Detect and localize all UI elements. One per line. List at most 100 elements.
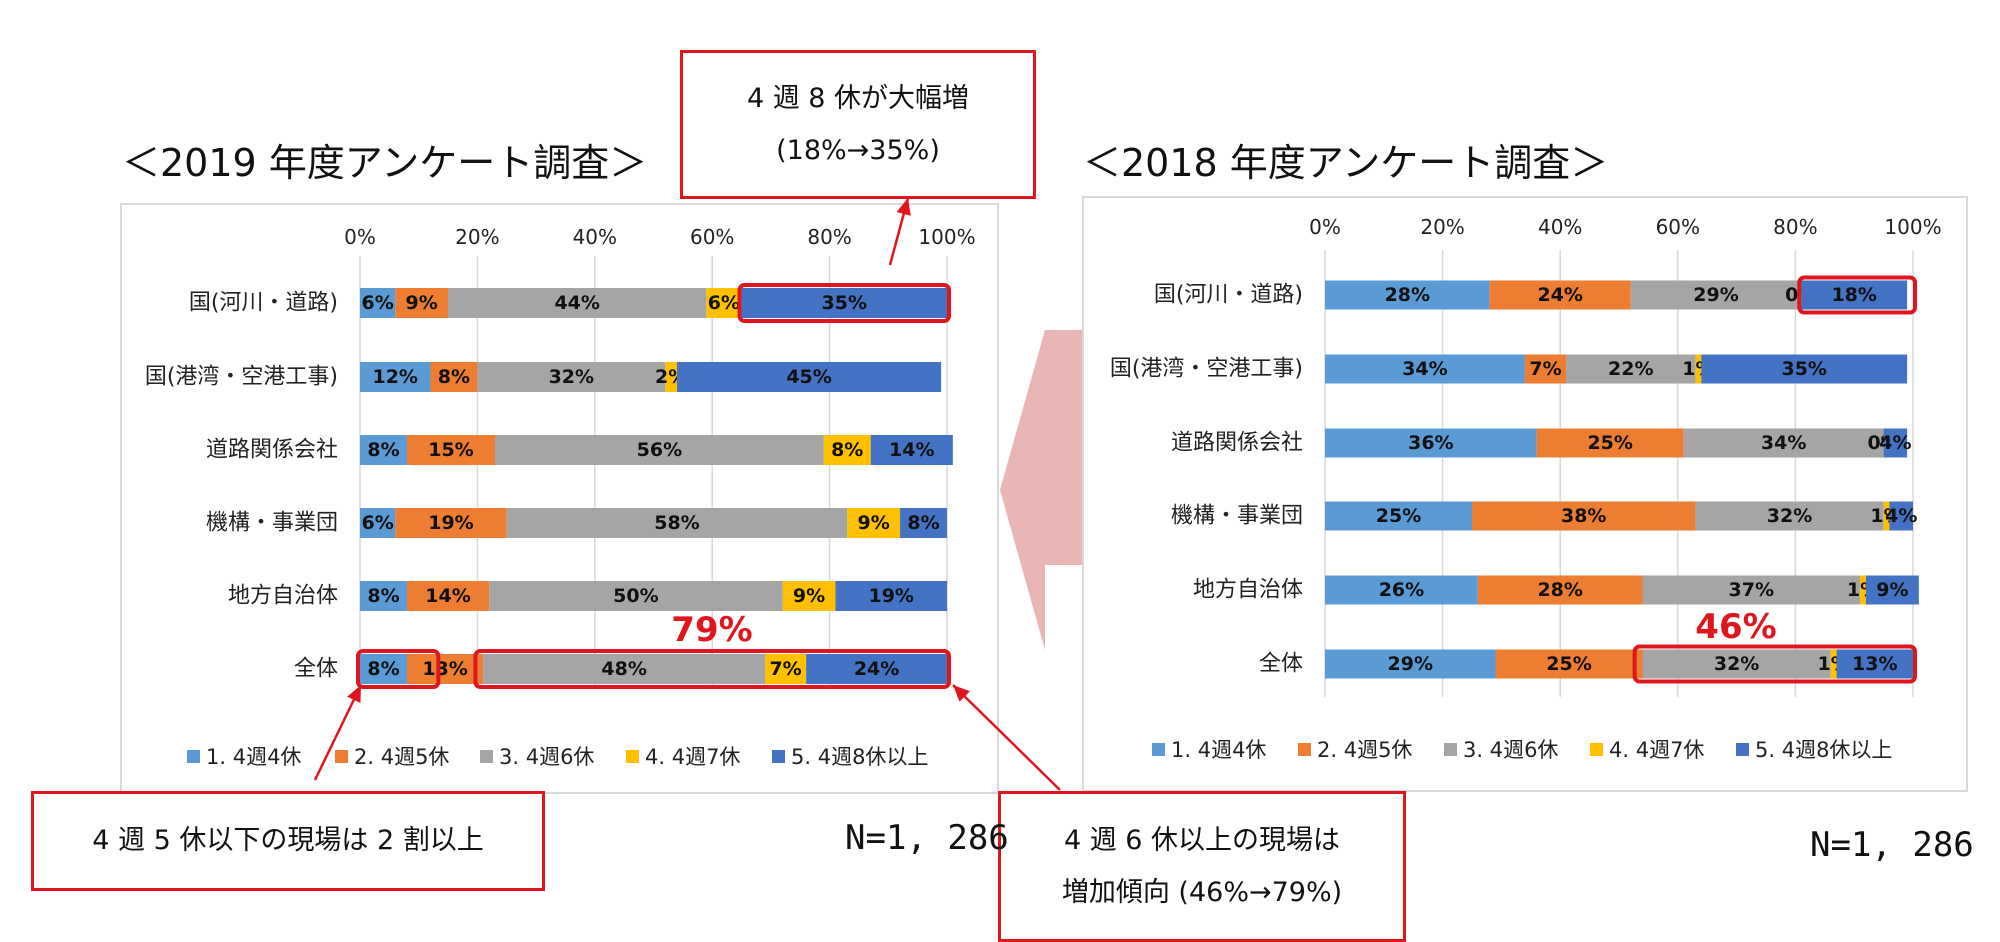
data-label: 45% [786, 366, 831, 388]
legend-swatch [1736, 743, 1749, 756]
bar-segment [1883, 428, 1908, 458]
callout-arrow-head [896, 198, 911, 216]
bar-segment [1836, 649, 1913, 679]
legend-swatch [480, 750, 493, 763]
highlight-box [1797, 275, 1918, 315]
bar-segment [430, 362, 478, 392]
callout-bottom-right: 4 週 6 休以上の現場は 増加傾向 (46%→79%) [998, 791, 1406, 942]
bar-segment [495, 435, 824, 465]
callout-bottom-left: 4 週 5 休以下の現場は 2 割以上 [31, 791, 545, 891]
legend-label: 5. 4週8休以上 [791, 745, 928, 769]
data-label: 24% [1537, 284, 1582, 306]
data-label: 8% [831, 439, 863, 461]
callout-bottom-left-line1: 4 週 5 休以下の現場は 2 割以上 [92, 825, 484, 857]
legend-label: 2. 4週5休 [1317, 738, 1412, 762]
bar-segment [360, 654, 407, 684]
category-label: 全体 [294, 657, 338, 682]
x-tick-label: 40% [1538, 215, 1582, 239]
data-label: 14% [889, 439, 934, 461]
data-label: 24% [854, 658, 899, 680]
data-label: 22% [1608, 358, 1653, 380]
bar-segment [1566, 354, 1696, 384]
bar-segment [806, 654, 947, 684]
data-label: 19% [868, 585, 913, 607]
bar-segment [1701, 354, 1908, 384]
highlight-box [473, 649, 951, 689]
x-tick-label: 60% [1656, 215, 1700, 239]
bar-segment [360, 508, 396, 538]
legend-swatch [1298, 743, 1311, 756]
x-tick-label: 60% [690, 225, 734, 249]
bar-segment [1489, 280, 1631, 310]
bar-segment [360, 581, 407, 611]
data-label: 4% [1879, 432, 1911, 454]
data-label: 29% [1388, 653, 1433, 675]
data-label: 25% [1546, 653, 1591, 675]
category-label: 国(港湾・空港工事) [1110, 357, 1303, 382]
data-label: 8% [367, 585, 399, 607]
legend-swatch [626, 750, 639, 763]
bar-segment [1325, 280, 1490, 310]
legend-label: 4. 4週7休 [1609, 738, 1704, 762]
legend-label: 3. 4週6休 [1463, 738, 1558, 762]
x-tick-label: 40% [573, 225, 617, 249]
legend-label: 4. 4週7休 [645, 745, 740, 769]
bar-segment [1325, 649, 1496, 679]
bar-segment [1495, 649, 1643, 679]
bar-segment [1865, 575, 1919, 605]
bar-segment [395, 288, 449, 318]
callout-top-line2: (18%→35%) [776, 134, 940, 166]
bar-segment [870, 435, 953, 465]
data-label: 29% [1693, 284, 1738, 306]
legend-label: 1. 4週4休 [1171, 738, 1266, 762]
highlight-box [737, 283, 951, 323]
bar-segment [395, 508, 507, 538]
data-label: 26% [1379, 579, 1424, 601]
x-tick-label: 20% [1420, 215, 1464, 239]
category-label: 全体 [1259, 652, 1303, 677]
data-label: 9% [1876, 579, 1908, 601]
bar-segment [406, 435, 496, 465]
bar-segment [665, 362, 677, 392]
data-label: 8% [367, 439, 399, 461]
bar-segment [1477, 575, 1643, 605]
bar-segment [489, 581, 783, 611]
data-label: 34% [1761, 432, 1806, 454]
bar-segment [823, 435, 871, 465]
legend-swatch [187, 750, 200, 763]
category-label: 地方自治体 [228, 584, 338, 609]
bar-segment [1801, 280, 1908, 310]
legend-swatch [1152, 743, 1165, 756]
category-label: 国(河川・道路) [1154, 283, 1303, 308]
data-label: 7% [1529, 358, 1561, 380]
comparison-arrow [1000, 330, 1088, 650]
sample-size-2019: N=1, 286 [845, 818, 1009, 858]
legend-swatch [1444, 743, 1457, 756]
bar-segment [1536, 428, 1684, 458]
data-label: 13% [1852, 653, 1897, 675]
highlight-box [1632, 644, 1917, 684]
bar-segment [360, 362, 431, 392]
bar-segment [1325, 428, 1537, 458]
bar-segment [1630, 280, 1802, 310]
data-label: 58% [654, 512, 699, 534]
category-label: 道路関係会社 [1171, 431, 1303, 456]
bar-segment [1883, 501, 1890, 531]
bar-segment [1695, 354, 1702, 384]
data-label: 9% [406, 292, 438, 314]
data-label: 6% [708, 292, 740, 314]
bar-segment [1889, 501, 1913, 531]
x-tick-label: 100% [1884, 215, 1941, 239]
bar-segment [1642, 575, 1861, 605]
bar-segment [448, 288, 707, 318]
data-label: 48% [601, 658, 646, 680]
title-2019: ＜2019 年度アンケート調査＞ [122, 141, 648, 185]
data-label: 18% [1831, 284, 1876, 306]
data-label: 35% [822, 292, 867, 314]
data-label: 37% [1729, 579, 1774, 601]
data-label: 32% [1767, 505, 1812, 527]
x-tick-label: 0% [1309, 215, 1341, 239]
category-label: 道路関係会社 [206, 438, 338, 463]
callout-top: 4 週 8 休が大幅増 (18%→35%) [680, 50, 1036, 199]
data-label: 7% [769, 658, 801, 680]
